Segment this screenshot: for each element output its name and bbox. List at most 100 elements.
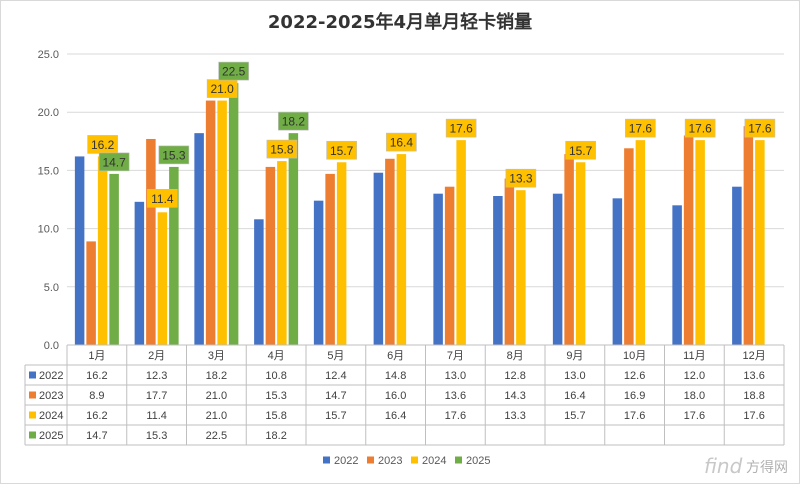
data-label-box	[625, 118, 656, 138]
table-cell-2025-3: 22.5	[206, 430, 227, 442]
legend: 2022 2023 2024 2025	[323, 455, 490, 467]
table-cell-2023-8: 14.3	[504, 390, 525, 402]
bar-2023-12	[743, 126, 754, 345]
data-label-text: 17.6	[449, 122, 473, 136]
data-label-2025-1: 14.7	[98, 152, 130, 172]
bar-2024-3	[217, 100, 227, 345]
data-label-2025-4: 18.2	[278, 111, 309, 131]
data-label-box	[158, 145, 190, 165]
y-tick-label: 20.0	[38, 107, 59, 119]
bar-2022-6	[373, 172, 384, 345]
bar-2024-11	[695, 140, 705, 345]
data-label-2024-9: 15.7	[565, 140, 596, 160]
data-label-2024-12: 17.6	[744, 118, 776, 138]
bar-2023-2	[146, 138, 156, 345]
data-label-text: 18.2	[282, 115, 306, 129]
legend-swatch	[411, 456, 418, 464]
table-cell-2022-3: 18.2	[206, 370, 227, 382]
y-tick-label: 0.0	[44, 340, 59, 352]
table-cell-2024-7: 17.6	[445, 410, 466, 422]
bar-2022-1	[74, 156, 85, 345]
data-label-text: 21.0	[210, 82, 234, 96]
data-label-text: 17.6	[629, 122, 653, 136]
data-label-2024-11: 17.6	[684, 118, 716, 138]
data-label-2024-6: 16.4	[386, 132, 417, 152]
data-label-box	[445, 118, 477, 138]
legend-swatch	[367, 456, 374, 464]
chart-title: 2022-2025年4月单月轻卡销量	[268, 11, 532, 33]
table-cell-2025-4: 18.2	[265, 430, 286, 442]
x-tick-label: 1月	[88, 350, 105, 362]
table-cell-2024-11: 17.6	[684, 410, 705, 422]
table-cell-2022-2: 12.3	[146, 370, 167, 382]
table-cell-2023-9: 16.4	[564, 390, 585, 402]
table-cell-2023-11: 18.0	[684, 390, 705, 402]
data-label-box	[744, 118, 776, 138]
data-label-text: 14.7	[102, 155, 126, 169]
table-series-name: 2022	[39, 370, 63, 382]
bar-2022-12	[732, 186, 742, 345]
bar-2025-3	[228, 83, 239, 345]
table-cell-2024-2: 11.4	[146, 410, 167, 422]
table-cell-2024-3: 21.0	[206, 410, 227, 422]
bar-2022-10	[612, 198, 623, 345]
bar-2022-3	[194, 133, 204, 345]
table-cell-2022-9: 13.0	[564, 370, 585, 382]
legend-label: 2022	[334, 455, 358, 467]
data-label-box	[98, 152, 130, 172]
bar-2024-1	[97, 156, 108, 345]
bar-2024-9	[575, 162, 586, 345]
bar-2023-5	[325, 173, 335, 345]
bar-2024-7	[456, 140, 466, 345]
data-label-text: 11.4	[151, 192, 174, 206]
table-cell-2023-7: 13.6	[445, 390, 466, 402]
bar-2024-2	[157, 212, 168, 345]
data-label-text: 17.6	[688, 122, 712, 136]
table-cell-2023-6: 16.0	[385, 390, 406, 402]
data-label-box	[218, 61, 249, 81]
legend-item-2022: 2022	[323, 455, 358, 467]
table-legend-key-2025	[29, 431, 36, 439]
watermark-latin: find	[704, 454, 743, 478]
data-label-2024-10: 17.6	[625, 118, 656, 138]
bar-2022-11	[672, 205, 682, 345]
x-tick-label: 5月	[327, 350, 344, 362]
data-label-text: 15.7	[569, 144, 593, 158]
table-cell-2022-6: 14.8	[385, 370, 406, 382]
data-label-2024-3: 21.0	[206, 79, 238, 98]
table-cell-2022-12: 13.6	[743, 370, 764, 382]
table-series-name: 2025	[39, 430, 63, 442]
data-label-box	[147, 189, 178, 208]
legend-label: 2025	[466, 455, 490, 467]
table-cell-2024-4: 15.8	[265, 410, 286, 422]
bar-2025-2	[169, 166, 179, 345]
data-label-box	[266, 139, 298, 159]
table-cell-2024-1: 16.2	[86, 410, 107, 422]
x-tick-label: 11月	[683, 350, 705, 362]
bar-2024-4	[277, 161, 287, 345]
bar-2023-1	[86, 241, 96, 345]
table-cell-2024-9: 15.7	[564, 410, 585, 422]
bar-2022-5	[313, 200, 324, 345]
table-cell-2022-5: 12.4	[325, 370, 346, 382]
x-tick-label: 2月	[148, 350, 165, 362]
table-cell-2023-1: 8.9	[89, 390, 104, 402]
data-label-2025-3: 22.5	[218, 61, 249, 81]
data-label-2025-2: 15.3	[158, 145, 190, 165]
legend-item-2023: 2023	[367, 455, 402, 467]
data-label-box	[278, 111, 309, 131]
y-tick-label: 15.0	[38, 165, 59, 177]
data-label-2024-5: 15.7	[326, 140, 357, 160]
legend-label: 2024	[422, 455, 446, 467]
legend-item-2024: 2024	[411, 455, 446, 467]
bar-2023-8	[504, 178, 515, 345]
data-label-box	[505, 168, 537, 188]
watermark: find 方得网	[704, 454, 788, 478]
legend-swatch	[455, 456, 462, 464]
y-axis: 0.0 5.0 10.0 15.0 20.0 25.0	[38, 49, 59, 352]
table-cell-2023-2: 17.7	[146, 390, 167, 402]
x-tick-label: 12月	[743, 350, 766, 362]
data-labels: 16.2 14.7 11.4 15.3 21.0 22.5 15.8 18.2 15.7 16.4…	[87, 61, 776, 208]
table-cell-2022-1: 16.2	[86, 370, 107, 382]
